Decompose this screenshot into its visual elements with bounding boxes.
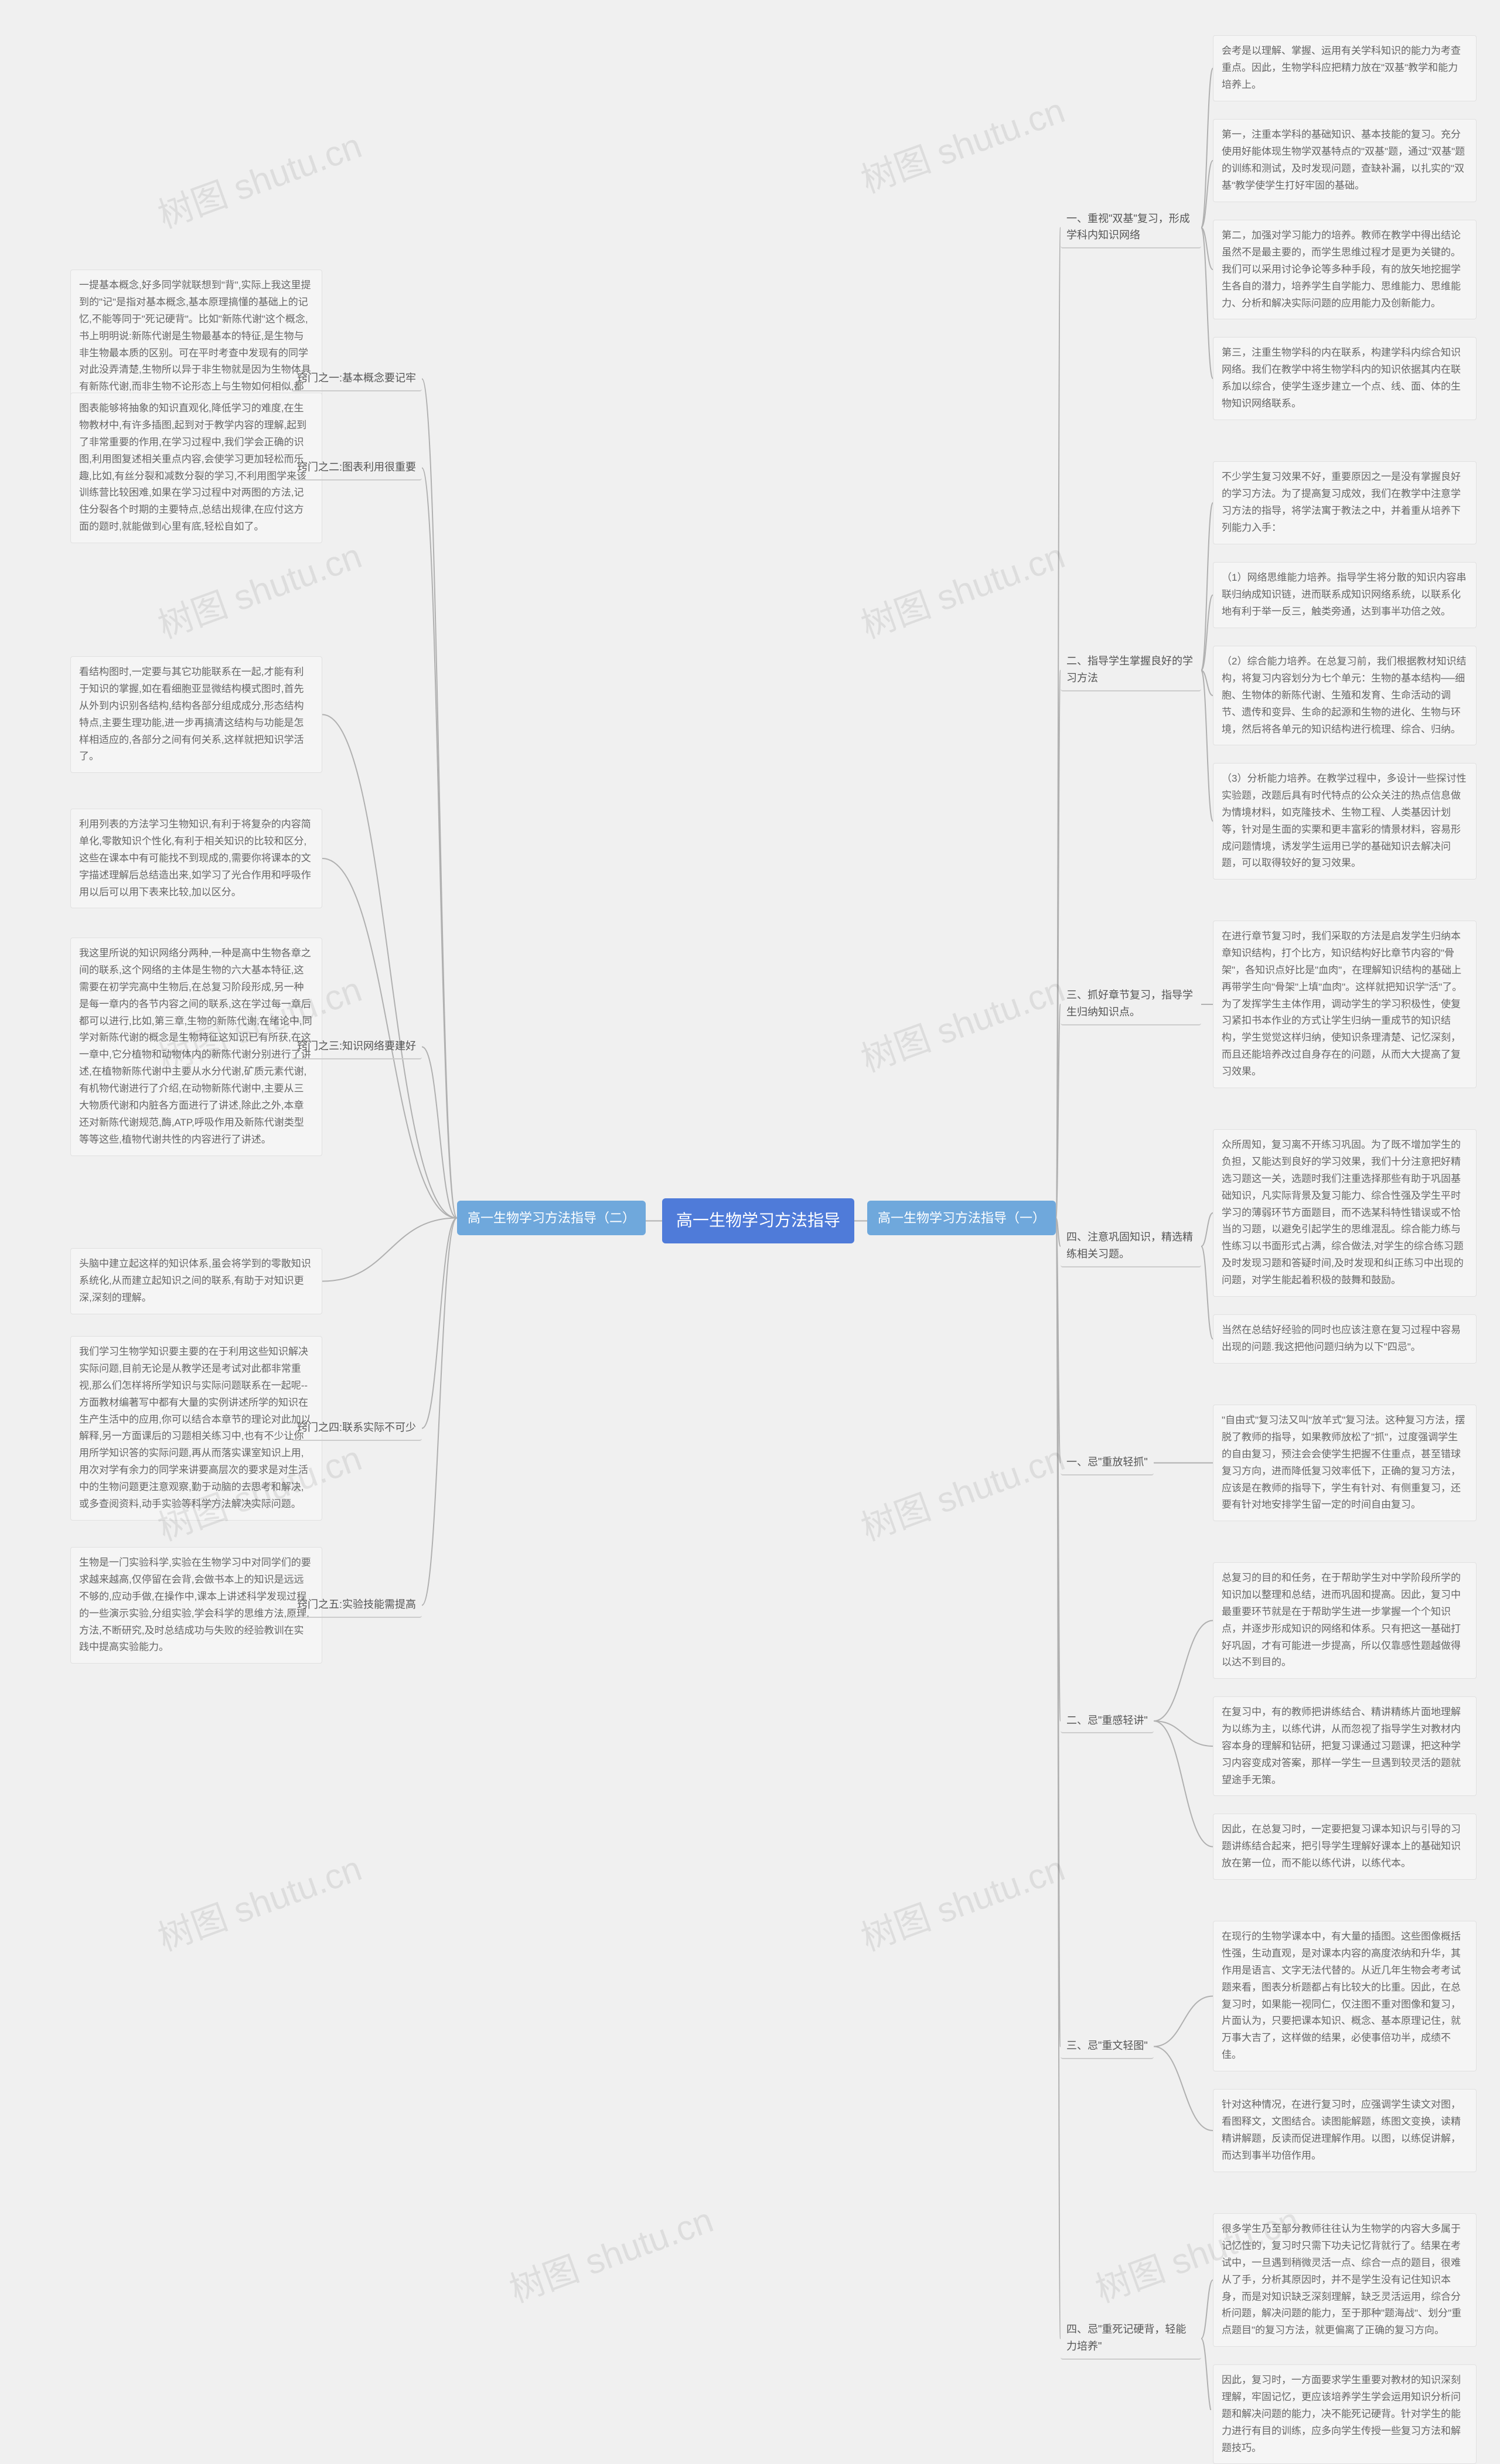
left-section-body: 看结构图时,一定要与其它功能联系在一起,才能有利于知识的掌握,如在看细胞亚显微结… <box>70 656 322 773</box>
right-leaf: 当然在总结好经验的同时也应该注意在复习过程中容易出现的问题.我这把他问题归纳为以… <box>1213 1314 1477 1364</box>
right-leaf: 针对这种情况，在进行复习时，应强调学生读文对图，看图释文，文图结合。读图能解题，… <box>1213 2089 1477 2172</box>
right-leaf: 会考是以理解、掌握、运用有关学科知识的能力为考查重点。因此，生物学科应把精力放在… <box>1213 35 1477 101</box>
right-section-header: 一、忌"重放轻抓" <box>1061 1450 1154 1475</box>
left-section-body: 利用列表的方法学习生物知识,有利于将复杂的内容简单化,零散知识个性化,有利于相关… <box>70 809 322 908</box>
right-leaf: 第三，注重生物学科的内在联系，构建学科内综合知识网络。我们在教学中将生物学科内的… <box>1213 337 1477 420</box>
right-leaf: 在现行的生物学课本中，有大量的插图。这些图像概括性强，生动直观，是对课本内容的高… <box>1213 1921 1477 2071</box>
right-leaf: 因此，在总复习时，一定要把复习课本知识与引导的习题讲练结合起来，把引导学生理解好… <box>1213 1814 1477 1880</box>
right-leaf: 众所周知，复习离不开练习巩固。为了既不增加学生的负担，又能达到良好的学习效果，我… <box>1213 1129 1477 1297</box>
right-section-header: 三、抓好章节复习，指导学生归纳知识点。 <box>1061 983 1201 1025</box>
left-section-header: 窍门之一:基本概念要记牢 <box>291 366 422 391</box>
right-section-header: 四、忌"重死记硬背，轻能力培养" <box>1061 2318 1201 2360</box>
right-leaf: （2）综合能力培养。在总复习前，我们根据教材知识结构，将复习内容划分为七个单元：… <box>1213 646 1477 745</box>
right-leaf: 在复习中，有的教师把讲练结合、精讲精练片面地理解为以练为主，以练代讲，从而忽视了… <box>1213 1696 1477 1796</box>
right-leaf: 不少学生复习效果不好，重要原因之一是没有掌握良好的学习方法。为了提高复习成效，我… <box>1213 461 1477 544</box>
branch-left: 高一生物学习方法指导（二） <box>457 1201 646 1235</box>
left-section-header: 窍门之五:实验技能需提高 <box>291 1593 422 1618</box>
left-section-body: 头脑中建立起这样的知识体系,虽会将学到的零散知识系统化,从而建立起知识之间的联系… <box>70 1248 322 1314</box>
left-section-body: 生物是一门实验科学,实验在生物学习中对同学们的要求越来越高,仅停留在会背,会做书… <box>70 1547 322 1664</box>
left-section-header: 窍门之三:知识网络要建好 <box>291 1034 422 1059</box>
right-leaf: （1）网络思维能力培养。指导学生将分散的知识内容串联归纳成知识链，进而联系成知识… <box>1213 562 1477 628</box>
left-section-body: 我这里所说的知识网络分两种,一种是高中生物各章之间的联系,这个网络的主体是生物的… <box>70 938 322 1156</box>
right-leaf: 因此，复习时，一方面要求学生重要对教材的知识深刻理解，牢固记忆，更应该培养学生学… <box>1213 2364 1477 2464</box>
right-leaf: "自由式"复习法又叫"放羊式"复习法。这种复习方法，摆脱了教师的指导，如果教师放… <box>1213 1405 1477 1521</box>
right-leaf: 在进行章节复习时，我们采取的方法是启发学生归纳本章知识结构，打个比方，知识结构好… <box>1213 921 1477 1088</box>
right-section-header: 四、注意巩固知识，精选精练相关习题。 <box>1061 1225 1201 1267</box>
left-section-body: 图表能够将抽象的知识直观化,降低学习的难度,在生物教材中,有许多插图,起到对于教… <box>70 393 322 543</box>
left-section-header: 窍门之二:图表利用很重要 <box>291 455 422 480</box>
right-leaf: 很多学生乃至部分教师往往认为生物学的内容大多属于记忆性的，复习时只需下功夫记忆背… <box>1213 2213 1477 2347</box>
right-section-header: 二、指导学生掌握良好的学习方法 <box>1061 649 1201 691</box>
right-leaf: 第二，加强对学习能力的培养。教师在教学中得出结论虽然不是最主要的，而学生思维过程… <box>1213 220 1477 319</box>
root-node: 高一生物学习方法指导 <box>662 1198 854 1243</box>
left-section-header: 窍门之四:联系实际不可少 <box>291 1416 422 1441</box>
branch-right: 高一生物学习方法指导（一） <box>867 1201 1056 1235</box>
right-section-header: 二、忌"重感轻讲" <box>1061 1709 1154 1734</box>
right-leaf: 总复习的目的和任务，在于帮助学生对中学阶段所学的知识加以整理和总结，进而巩固和提… <box>1213 1562 1477 1679</box>
left-section-body: 我们学习生物学知识要主要的在于利用这些知识解决实际问题,目前无论是从教学还是考试… <box>70 1336 322 1521</box>
right-section-header: 一、重视"双基"复习，形成学科内知识网络 <box>1061 207 1201 249</box>
right-leaf: （3）分析能力培养。在教学过程中，多设计一些探讨性实验题，改题后具有时代特点的公… <box>1213 763 1477 880</box>
right-section-header: 三、忌"重文轻图" <box>1061 2034 1154 2059</box>
right-leaf: 第一，注重本学科的基础知识、基本技能的复习。充分使用好能体现生物学双基特点的"双… <box>1213 119 1477 202</box>
